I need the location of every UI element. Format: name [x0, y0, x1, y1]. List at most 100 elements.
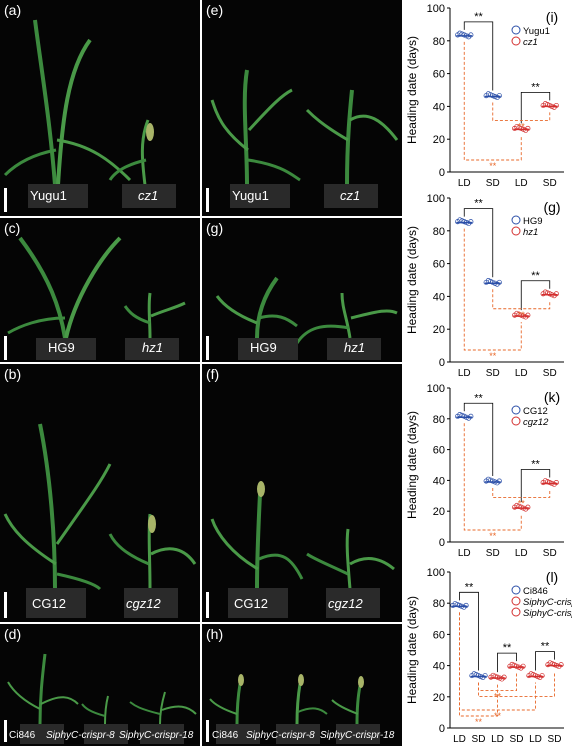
plant-illustration — [7, 653, 197, 744]
x-tick-label: SD — [510, 734, 524, 745]
comparison-line — [463, 41, 522, 161]
y-tick-label: 60 — [433, 259, 445, 271]
significance-bracket — [463, 402, 494, 476]
x-tick-label: LD — [458, 548, 471, 559]
panel-label: (d) — [4, 626, 22, 642]
legend-marker — [511, 215, 521, 225]
data-point — [461, 32, 467, 38]
y-tick-label: 80 — [433, 226, 445, 238]
significance-bracket — [463, 21, 494, 91]
legend-marker — [511, 226, 521, 236]
legend-marker — [511, 25, 521, 35]
comparison-label: ** — [489, 531, 497, 541]
x-tick-label: LD — [458, 178, 471, 189]
y-tick-label: 100 — [427, 383, 445, 395]
caption-wildtype: Ci846 — [212, 730, 239, 741]
comparison-line — [478, 671, 555, 697]
panel-label: (f) — [206, 366, 220, 382]
comparison-label: ** — [489, 161, 497, 171]
data-point — [488, 278, 494, 285]
data-point — [530, 672, 536, 678]
y-tick-label: 0 — [439, 167, 445, 179]
data-point — [514, 502, 520, 508]
data-point — [496, 478, 502, 484]
significance-bracket — [497, 652, 517, 673]
comparison-label: ** — [518, 498, 526, 508]
scale-bar — [206, 188, 209, 212]
y-tick-label: 20 — [433, 324, 445, 336]
scale-bar — [4, 592, 7, 618]
y-axis-label: Heading date (days) — [405, 411, 419, 519]
data-point — [482, 673, 488, 679]
data-point — [459, 218, 465, 224]
legend-label: Yugu1 — [523, 26, 550, 37]
significance-label: ** — [531, 458, 540, 470]
plant-illustration — [210, 481, 395, 618]
data-point — [516, 503, 522, 509]
legend-marker — [511, 596, 521, 606]
y-tick-label: 0 — [439, 357, 445, 369]
heading-date-chart-g: (g) 0 20 40 60 80 100 Heading date (days) LD SD LD… — [405, 193, 564, 379]
y-tick-label: 20 — [433, 692, 445, 704]
significance-label: ** — [541, 641, 550, 653]
comparison-line — [492, 289, 551, 310]
data-point — [468, 32, 474, 38]
y-tick-label: 100 — [427, 193, 445, 205]
y-tick-label: 20 — [433, 506, 445, 518]
comparison-label: ** — [518, 310, 526, 320]
panel-label: (h) — [206, 626, 224, 642]
data-point — [545, 290, 551, 296]
panel-label: (l) — [546, 569, 558, 585]
caption-mutant: cgz12 — [126, 596, 161, 611]
comparison-label: ** — [494, 711, 502, 721]
photo-panel-c: (c) HG9 hz1 — [0, 218, 200, 362]
data-point — [549, 661, 555, 667]
photo-panel-h: (h) Ci846 SiphyC-crispr-8 SiphyC-crispr-… — [202, 624, 402, 746]
data-point — [494, 674, 501, 680]
x-tick-label: SD — [486, 548, 500, 559]
photo-panel-b: (b) CG12 cgz12 — [0, 364, 200, 622]
data-point — [490, 478, 496, 484]
data-point — [547, 660, 553, 666]
photo-panel-a: (a) Yugu1 cz1 — [0, 0, 200, 216]
caption-mutant-8: SiphyC-crispr-8 — [246, 730, 315, 741]
data-point — [547, 102, 553, 109]
y-axis-label: Heading date (days) — [405, 226, 419, 334]
caption-mutant-18: SiphyC-crispr-18 — [119, 730, 194, 741]
data-point — [547, 291, 553, 297]
panel-label: (g) — [206, 220, 224, 236]
panel-label: (e) — [206, 2, 224, 18]
scale-bar — [4, 188, 7, 212]
comparison-label: ** — [494, 692, 502, 702]
panel-label: (g) — [543, 199, 560, 215]
data-point — [490, 93, 496, 99]
data-point — [518, 504, 524, 510]
x-tick-label: LD — [458, 368, 471, 379]
data-point — [492, 673, 498, 679]
data-point — [461, 413, 467, 419]
caption-mutant: hz1 — [344, 340, 365, 355]
significance-label: ** — [474, 198, 483, 210]
data-point — [463, 602, 469, 608]
scale-bar — [206, 336, 209, 360]
heading-date-chart-i: (i) 0 20 40 60 80 100 Heading date (days) LD SD LD… — [405, 3, 564, 189]
x-tick-label: LD — [529, 734, 542, 745]
data-point — [558, 662, 564, 668]
x-tick-label: SD — [486, 178, 500, 189]
legend-label: HG9 — [523, 216, 543, 227]
comparison-label: ** — [475, 717, 483, 727]
x-tick-label: SD — [548, 734, 562, 745]
significance-label: ** — [474, 392, 483, 404]
y-tick-label: 60 — [433, 69, 445, 81]
data-point — [468, 219, 474, 225]
legend-label: SiphyC-crispr-18 — [523, 608, 572, 619]
significance-label: ** — [503, 642, 512, 654]
y-tick-label: 20 — [433, 134, 445, 146]
significance-label: ** — [531, 270, 540, 282]
data-point — [547, 480, 553, 486]
data-point — [539, 673, 545, 679]
data-point — [488, 477, 494, 483]
data-point — [468, 413, 474, 419]
data-point — [553, 102, 559, 109]
data-point — [528, 671, 534, 677]
